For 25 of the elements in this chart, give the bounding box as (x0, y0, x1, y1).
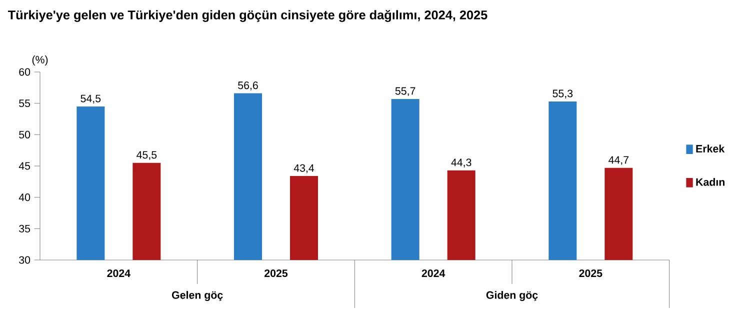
x-tick-label: 2024 (107, 270, 130, 278)
data-label: 44,7 (608, 156, 629, 165)
y-tick-label: 30 (19, 256, 30, 264)
data-label: 45,5 (136, 151, 157, 160)
data-label: 44,3 (451, 158, 472, 168)
y-tick-label: 55 (19, 100, 30, 108)
y-tick-label: 40 (18, 194, 30, 202)
data-label: 43,4 (294, 164, 314, 174)
text: Gelen göç (172, 290, 223, 301)
y-tick-label: 45 (18, 162, 30, 170)
legend-label: Erkek (696, 144, 725, 152)
data-label: 55,3 (552, 90, 573, 99)
y-axis-title: (%) (32, 56, 48, 66)
x-tick-label: 2025 (579, 270, 602, 278)
y-tick-label: 60 (19, 68, 30, 76)
data-label: 54,5 (80, 94, 101, 104)
x-tick-label: 2025 (264, 270, 288, 278)
data-label: 56,6 (238, 82, 258, 90)
data-label: 55,7 (395, 87, 416, 96)
y-tick-label: 35 (19, 224, 30, 232)
x-tick-label: 2024 (422, 270, 446, 278)
chart-title: Türkiye'ye gelen ve Türkiye'den giden göçün cinsiyete göre dağılımı, 2024, 2025 (8, 10, 488, 22)
y-tick-label: 50 (19, 130, 30, 138)
text: Giden göç (486, 290, 538, 301)
legend-label: Kadın (696, 178, 724, 186)
